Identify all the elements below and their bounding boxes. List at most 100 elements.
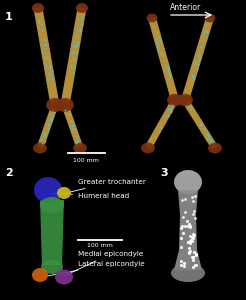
Point xyxy=(166,66,170,71)
Point xyxy=(187,250,191,255)
Point xyxy=(170,104,174,109)
Point xyxy=(154,37,158,41)
Point xyxy=(180,224,184,228)
Ellipse shape xyxy=(73,142,87,153)
Point xyxy=(205,132,209,136)
Point xyxy=(169,109,173,114)
Point xyxy=(46,127,50,132)
Point xyxy=(167,72,170,77)
Point xyxy=(187,222,191,226)
Point xyxy=(168,73,172,78)
Point xyxy=(46,72,50,76)
Point xyxy=(208,137,212,142)
Point xyxy=(204,23,208,28)
Point xyxy=(166,63,169,68)
Point xyxy=(43,37,47,42)
Text: Lateral epicondyle: Lateral epicondyle xyxy=(45,261,145,277)
Point xyxy=(46,122,50,127)
Point xyxy=(206,134,210,139)
Point xyxy=(48,115,52,120)
Point xyxy=(42,133,46,138)
Point xyxy=(196,62,200,67)
Point xyxy=(202,29,206,34)
Point xyxy=(191,75,195,80)
Point xyxy=(42,50,46,55)
Point xyxy=(186,223,190,228)
Point xyxy=(179,262,183,267)
Point xyxy=(44,63,47,68)
Point xyxy=(74,134,77,139)
Polygon shape xyxy=(40,200,64,265)
Point xyxy=(183,223,187,228)
Point xyxy=(71,69,75,74)
Point xyxy=(190,73,194,78)
Point xyxy=(71,50,75,54)
Point xyxy=(73,57,77,62)
Point xyxy=(76,33,79,38)
Text: Medial epicondyle: Medial epicondyle xyxy=(64,251,143,276)
Point xyxy=(47,77,51,82)
Point xyxy=(69,64,73,69)
Polygon shape xyxy=(145,98,178,150)
Point xyxy=(189,238,193,242)
Point xyxy=(191,199,195,203)
Point xyxy=(169,108,172,113)
Point xyxy=(63,107,67,112)
Point xyxy=(69,59,73,64)
Point xyxy=(79,23,83,28)
Point xyxy=(205,29,209,34)
Point xyxy=(185,218,189,223)
Ellipse shape xyxy=(141,142,155,153)
Point xyxy=(75,42,79,47)
Point xyxy=(193,60,197,65)
Point xyxy=(182,261,186,266)
Ellipse shape xyxy=(170,96,180,104)
Point xyxy=(169,106,173,111)
Point xyxy=(166,106,170,111)
Point xyxy=(182,263,185,268)
Point xyxy=(43,139,46,143)
Point xyxy=(162,52,166,57)
Point xyxy=(208,138,212,143)
Point xyxy=(167,77,171,82)
Point xyxy=(190,195,194,200)
Point xyxy=(188,225,192,230)
Point xyxy=(194,253,198,257)
Point xyxy=(206,132,210,137)
Point xyxy=(197,54,200,59)
Point xyxy=(153,28,157,33)
Text: 100 mm: 100 mm xyxy=(87,243,113,248)
Point xyxy=(187,250,191,255)
Point xyxy=(75,139,79,144)
Point xyxy=(70,123,74,128)
Point xyxy=(43,43,47,47)
Point xyxy=(42,36,46,41)
Point xyxy=(71,123,75,128)
Point xyxy=(50,113,54,118)
Point xyxy=(37,20,41,25)
Point xyxy=(191,232,195,237)
Point xyxy=(188,241,192,245)
Point xyxy=(179,258,183,263)
Point xyxy=(80,14,84,19)
Point xyxy=(74,43,78,48)
Polygon shape xyxy=(37,104,58,149)
Point xyxy=(40,28,44,33)
Point xyxy=(71,56,75,61)
Point xyxy=(199,121,203,126)
Point xyxy=(40,22,44,26)
Point xyxy=(43,42,46,47)
Point xyxy=(199,38,203,43)
Point xyxy=(188,248,192,253)
Ellipse shape xyxy=(57,187,71,199)
Point xyxy=(188,239,192,244)
Point xyxy=(156,47,160,52)
Point xyxy=(198,123,202,128)
Point xyxy=(151,25,155,30)
Point xyxy=(45,63,48,68)
Point xyxy=(164,114,168,118)
Point xyxy=(194,262,198,267)
Point xyxy=(79,16,83,20)
Point xyxy=(189,106,193,111)
Point xyxy=(77,27,81,32)
